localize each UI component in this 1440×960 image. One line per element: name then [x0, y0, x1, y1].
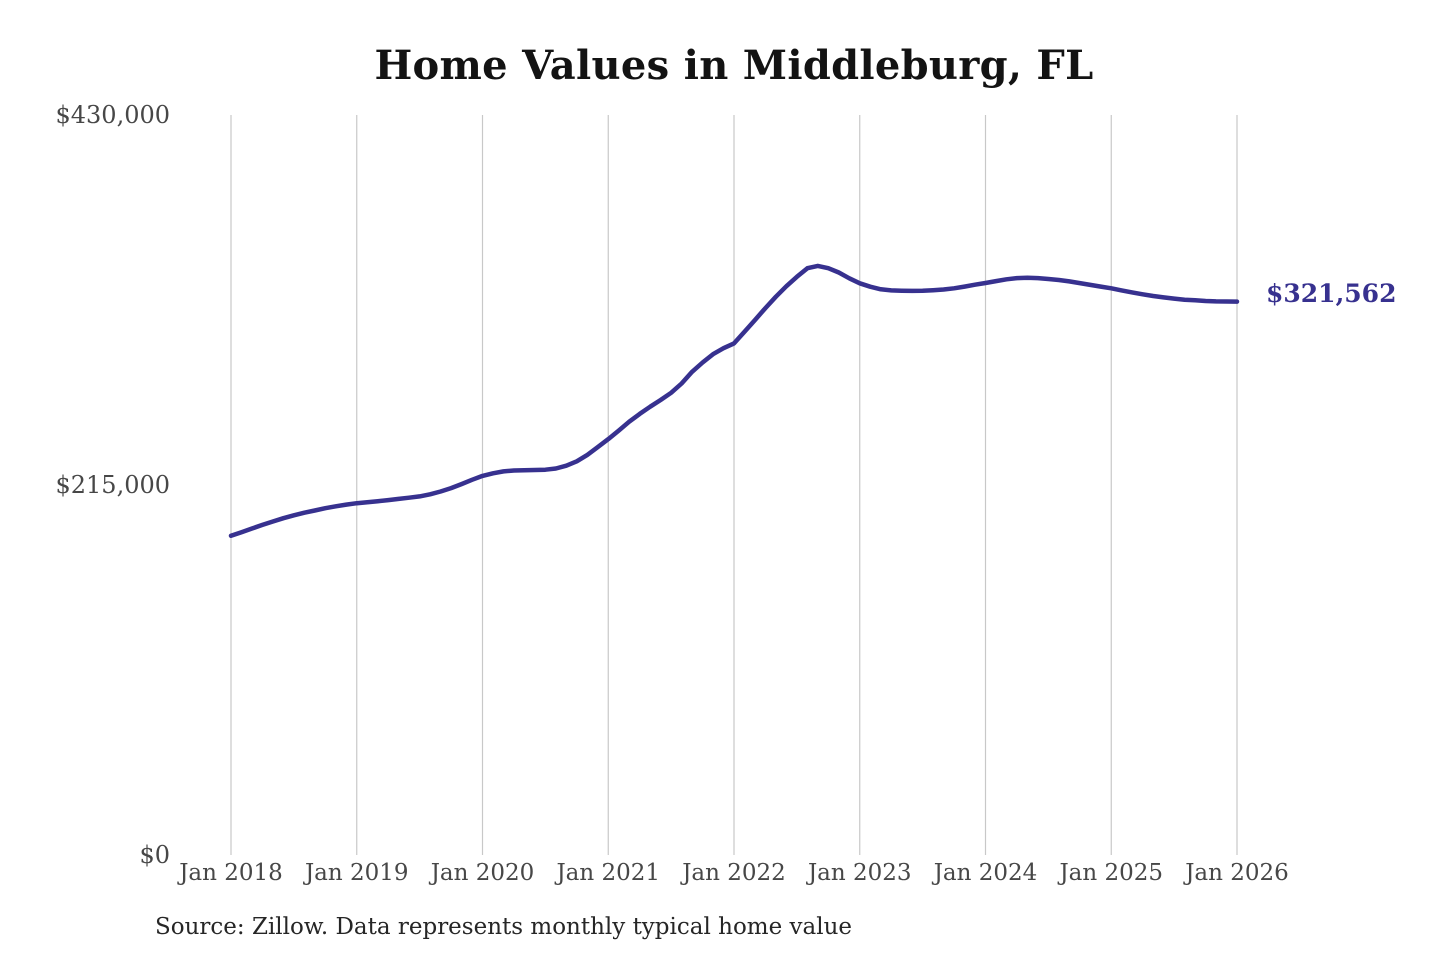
x-tick-label: Jan 2018: [177, 860, 283, 886]
y-tick-label: $430,000: [55, 101, 170, 129]
source-note: Source: Zillow. Data represents monthly …: [155, 914, 853, 940]
x-tick-label: Jan 2026: [1183, 860, 1289, 886]
x-tick-label: Jan 2022: [680, 860, 786, 886]
current-value-label: $321,562: [1266, 279, 1396, 308]
x-tick-label: Jan 2019: [303, 860, 409, 886]
y-tick-label: $0: [139, 841, 170, 869]
x-tick-label: Jan 2020: [429, 860, 535, 886]
x-tick-label: Jan 2021: [554, 860, 660, 886]
chart-title: Home Values in Middleburg, FL: [374, 42, 1094, 89]
x-tick-label: Jan 2024: [932, 860, 1038, 886]
home-value-line: [228, 263, 1240, 539]
x-tick-label: Jan 2023: [806, 860, 912, 886]
x-tick-label: Jan 2025: [1057, 860, 1163, 886]
y-tick-label: $215,000: [55, 471, 170, 499]
